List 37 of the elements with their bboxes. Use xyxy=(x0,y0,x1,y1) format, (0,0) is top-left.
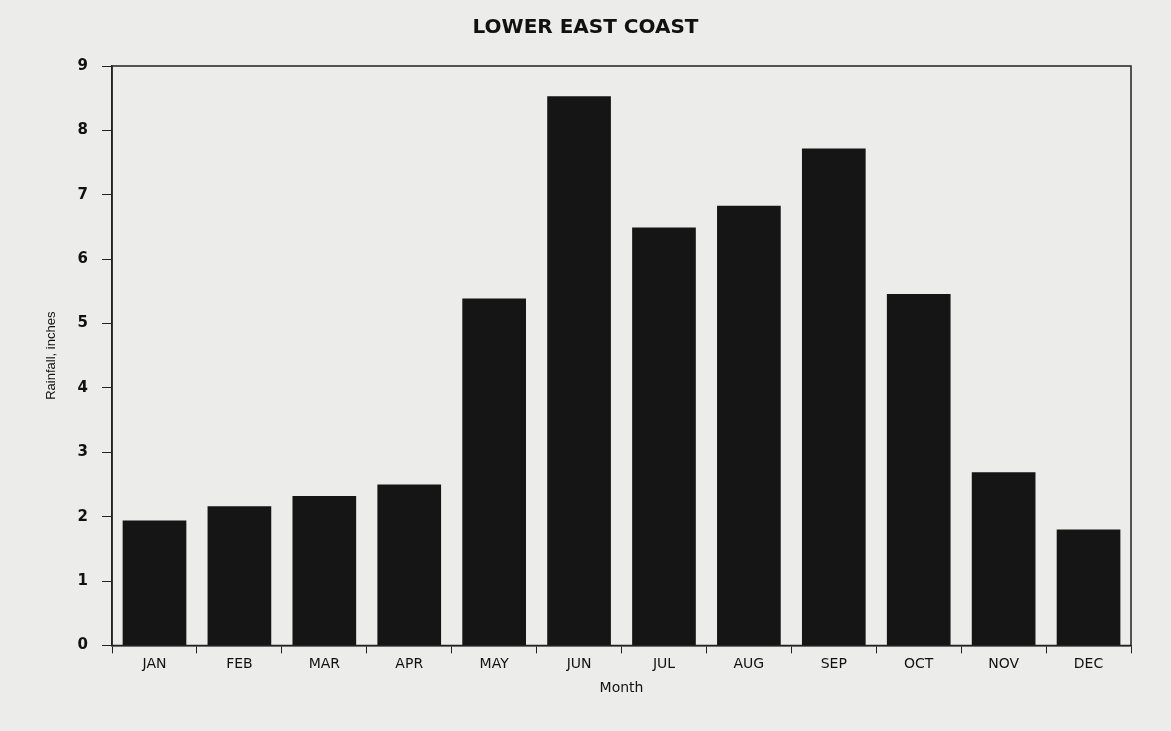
bar xyxy=(207,506,272,645)
bar xyxy=(547,96,611,645)
x-tick-label: MAR xyxy=(308,655,341,672)
bar xyxy=(462,298,526,645)
bar xyxy=(122,520,187,645)
y-tick-label: 4 xyxy=(77,377,89,396)
bar xyxy=(292,496,357,645)
x-tick-label: DEC xyxy=(1073,655,1104,672)
bar xyxy=(717,205,781,645)
bar xyxy=(632,227,696,645)
x-tick-label: JUN xyxy=(565,655,592,672)
y-tick-label: 8 xyxy=(77,120,89,139)
chart-title: LOWER EAST COAST xyxy=(472,14,699,39)
y-axis-title: Rainfall, inches xyxy=(43,311,59,400)
bar xyxy=(886,293,951,645)
x-tick-label: SEP xyxy=(820,655,847,672)
y-tick-label: 3 xyxy=(77,442,89,461)
x-tick-label: JAN xyxy=(141,655,167,672)
bar xyxy=(1056,529,1121,645)
y-tick-label: 1 xyxy=(77,570,89,589)
x-tick-label: AUG xyxy=(733,655,765,672)
y-tick-label: 0 xyxy=(77,635,89,654)
x-tick-label: FEB xyxy=(226,655,253,672)
y-tick-label: 7 xyxy=(77,184,89,203)
x-tick-label: JUL xyxy=(651,655,676,672)
bar xyxy=(971,472,1036,645)
x-tick-label: NOV xyxy=(988,655,1020,672)
x-axis-title: Month xyxy=(599,679,644,696)
y-tick-label: 9 xyxy=(77,55,89,74)
y-tick-label: 5 xyxy=(77,313,89,332)
x-tick-label: OCT xyxy=(904,655,934,672)
bar xyxy=(801,148,866,645)
x-tick-label: MAY xyxy=(479,655,510,672)
bar xyxy=(377,484,442,645)
x-tick-label: APR xyxy=(395,655,424,672)
y-tick-label: 6 xyxy=(77,249,89,268)
y-tick-label: 2 xyxy=(77,506,89,525)
